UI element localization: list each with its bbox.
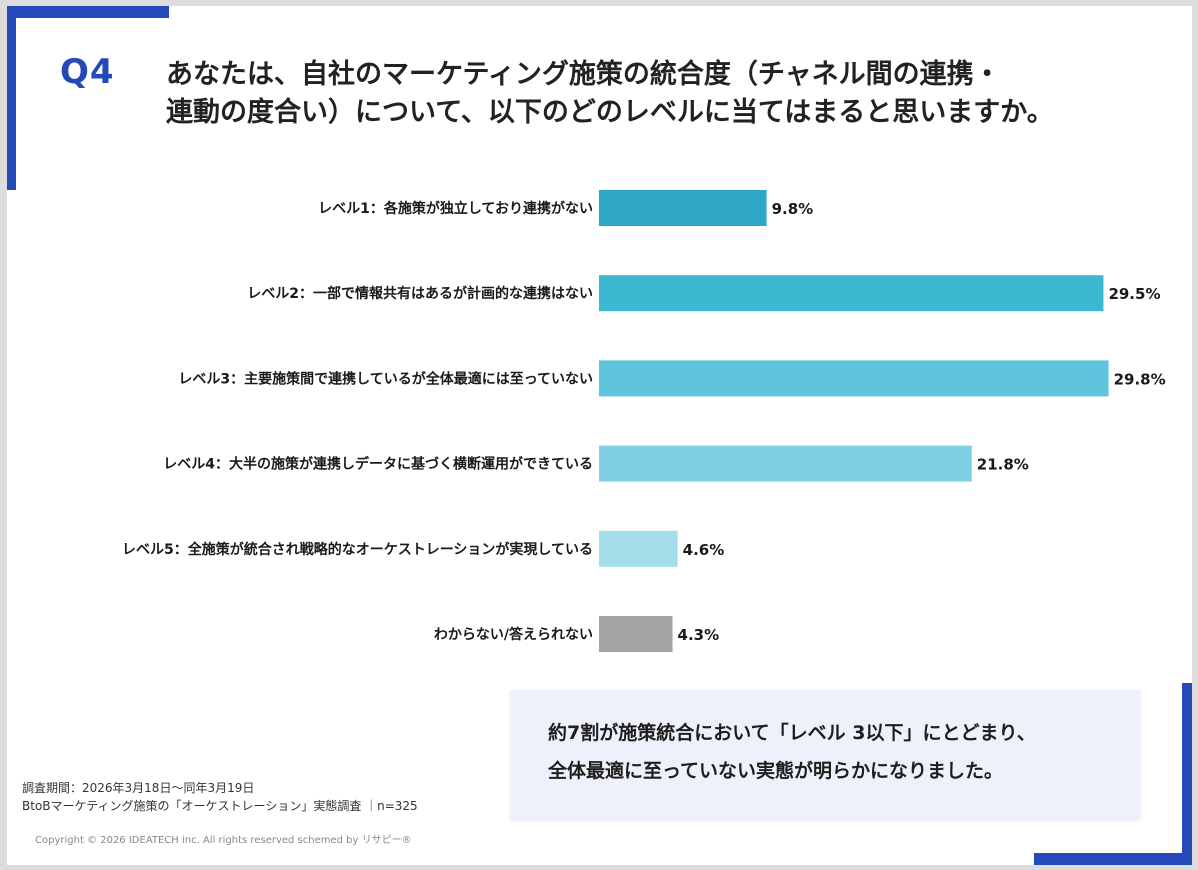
bar-2 [599,275,1104,312]
bar-6 [599,616,673,652]
bar-chart: レベル1：各施策が独立しており連携がない 9.8% レベル2：一部で情報共有はあるが… [122,190,1166,652]
value-label-2: 29.5% [1108,285,1160,303]
category-label-2: レベル2：一部で情報共有はあるが計画的な連携はない [247,285,593,302]
value-label-5: 4.6% [683,541,725,559]
accent-bar-left [7,6,16,190]
category-label-3: レベル3：主要施策間で連携しているが全体最適には至っていない [178,370,593,387]
category-label-4: レベル4：大半の施策が連携しデータに基づく横断運用ができている [163,456,593,473]
survey-name: BtoBマーケティング施策の「オーケストレーション」実態調査 ｜n=325 [22,799,418,813]
category-label-1: レベル1：各施策が独立しており連携がない [318,200,593,217]
value-label-3: 29.8% [1114,370,1166,388]
bar-3 [599,360,1109,397]
copyright: Copyright © 2026 IDEATECH inc. All right… [35,835,412,846]
bar-1 [599,190,767,226]
callout-line-1: 約7割が施策統合において「レベル 3以下」にとどまり、 [548,722,1036,744]
category-label-5: レベル5：全施策が統合され戦略的なオーケストレーションが実現している [122,541,593,558]
question-line-1: あなたは、自社のマーケティング施策の統合度（チャネル間の連携・ [166,59,1001,90]
accent-bar-right [1182,683,1192,865]
bar-5 [599,530,678,567]
summary-callout: 約7割が施策統合において「レベル 3以下」にとどまり、 全体最適に至っていない実… [510,690,1140,820]
accent-bar-bottom-right [1034,853,1192,865]
value-label-1: 9.8% [772,200,814,218]
question-text: あなたは、自社のマーケティング施策の統合度（チャネル間の連携・ 連動の度合い）に… [166,56,1126,132]
accent-bar-top-left [7,6,169,18]
value-label-4: 21.8% [977,456,1029,474]
callout-line-2: 全体最適に至っていない実態が明らかになりました。 [548,760,1004,782]
survey-footnote: 調査期間：2026年3月18日～同年3月19日 BtoBマーケティング施策の「オ… [22,779,418,815]
question-line-2: 連動の度合い）について、以下のどのレベルに当てはまると思いますか。 [166,97,1054,128]
callout-text: 約7割が施策統合において「レベル 3以下」にとどまり、 全体最適に至っていない実… [548,714,1036,790]
bar-4 [599,445,972,482]
survey-period: 調査期間：2026年3月18日～同年3月19日 [22,781,255,795]
question-number: Q4 [60,52,115,92]
category-label-6: わからない/答えられない [434,626,593,643]
value-label-6: 4.3% [678,626,720,644]
